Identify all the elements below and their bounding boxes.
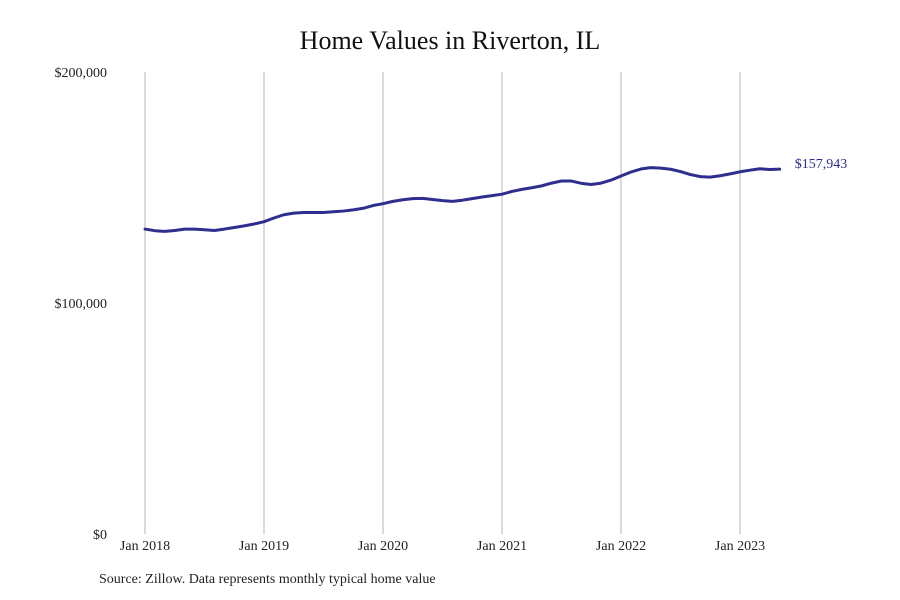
series-end-label: $157,943 [795, 157, 848, 172]
chart-title: Home Values in Riverton, IL [299, 26, 601, 55]
y-axis: $0 $100,000 $200,000 [55, 66, 108, 543]
x-axis: Jan 2018 Jan 2019 Jan 2020 Jan 2021 Jan 2022… [120, 539, 765, 554]
x-tick-label: Jan 2021 [477, 539, 527, 554]
x-tick-label: Jan 2020 [358, 539, 408, 554]
x-tick-label: Jan 2018 [120, 539, 170, 554]
series-group: $157,943 [143, 157, 848, 233]
source-note: Source: Zillow. Data represents monthly … [99, 572, 436, 587]
x-tick-label: Jan 2019 [239, 539, 289, 554]
x-tick-label: Jan 2023 [715, 539, 765, 554]
x-tick-label: Jan 2022 [596, 539, 646, 554]
y-tick-label: $0 [93, 528, 107, 543]
y-tick-label: $100,000 [55, 297, 108, 312]
grid-lines [144, 72, 741, 534]
series-line [143, 166, 782, 233]
y-tick-label: $200,000 [55, 66, 108, 81]
